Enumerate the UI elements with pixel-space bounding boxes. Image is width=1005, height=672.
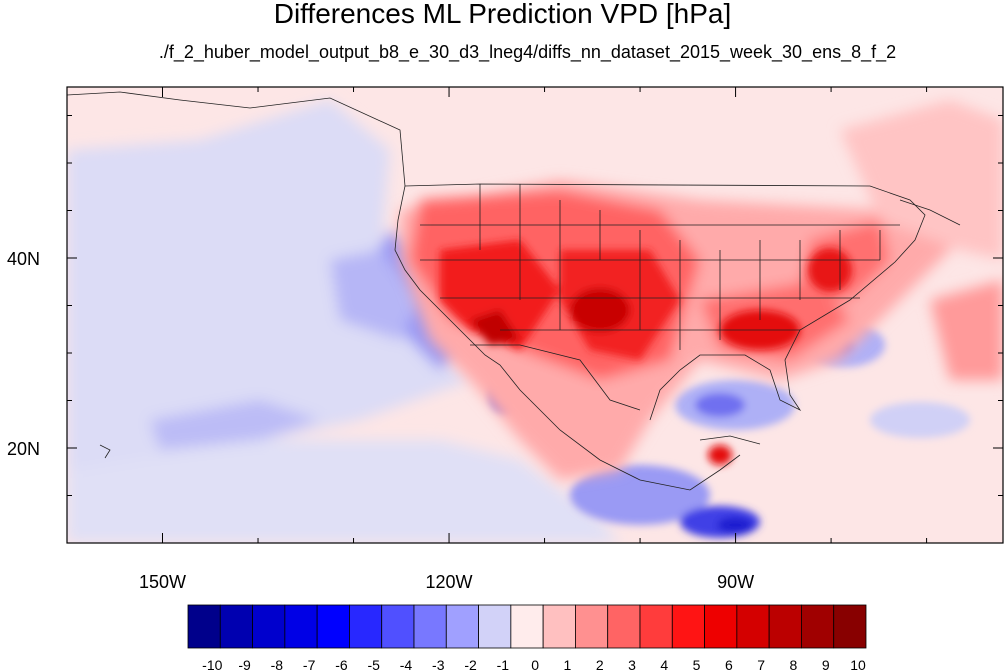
colorbar-label: -6 <box>335 657 348 672</box>
colorbar-box <box>349 604 383 649</box>
colorbar-box <box>219 604 253 649</box>
colorbar-box <box>252 604 286 649</box>
map-frame <box>66 86 1004 544</box>
colorbar-box <box>413 604 447 649</box>
colorbar-box <box>639 604 673 649</box>
us-east-gulf-coast <box>404 183 926 421</box>
colorbar-label: 5 <box>693 657 701 672</box>
colorbar-box <box>510 604 544 649</box>
axis-tick-labels: 150W 120W 90W 40N 20N <box>7 249 754 592</box>
colorbar-box <box>445 604 479 649</box>
lon-tick-label: 150W <box>139 572 186 592</box>
canada-alaska-coast <box>67 91 406 187</box>
colorbar-label: 10 <box>850 657 866 672</box>
colorbar-box <box>284 604 318 649</box>
colorbar-label: -5 <box>367 657 380 672</box>
colorbar-label: -1 <box>497 657 510 672</box>
colorbar-box <box>187 604 221 649</box>
colorbar-box <box>736 604 770 649</box>
colorbar: -10 -9 -8 -7 -6 -5 -4 -3 -2 -1 0 1 2 3 4 5 6 7 8 9 10 <box>187 604 867 672</box>
colorbar-label: 9 <box>822 657 830 672</box>
colorbar-box <box>833 604 867 649</box>
coastlines-and-borders <box>67 91 961 491</box>
us-mexico-border <box>470 344 641 411</box>
lat-tick-label: 20N <box>7 439 40 459</box>
colorbar-label: -3 <box>432 657 445 672</box>
mexico-coast <box>529 399 741 491</box>
colorbar-box <box>704 604 738 649</box>
colorbar-label: 3 <box>628 657 636 672</box>
colorbar-label: 4 <box>660 657 668 672</box>
colorbar-box <box>671 604 705 649</box>
colorbar-box <box>768 604 802 649</box>
lat-tick-label: 40N <box>7 249 40 269</box>
colorbar-label: -2 <box>464 657 477 672</box>
colorbar-label: 8 <box>790 657 798 672</box>
colorbar-label: -9 <box>238 657 251 672</box>
lon-tick-label: 120W <box>426 572 473 592</box>
colorbar-label: 0 <box>531 657 539 672</box>
colorbar-box <box>316 604 350 649</box>
colorbar-box <box>801 604 835 649</box>
vpd-contour-field <box>67 100 1003 543</box>
axis-ticks <box>66 87 1003 543</box>
positive-core-southwest <box>440 240 852 465</box>
colorbar-label: 2 <box>596 657 604 672</box>
colorbar-label: 6 <box>725 657 733 672</box>
colorbar-box <box>575 604 609 649</box>
colorbar-label: -8 <box>271 657 284 672</box>
state-borders-ew <box>420 224 900 331</box>
colorbar-box <box>607 604 641 649</box>
colorbar-box <box>542 604 576 649</box>
colorbar-label: 1 <box>564 657 572 672</box>
page-title: Differences ML Prediction VPD [hPa] <box>273 0 732 29</box>
lon-tick-label: 90W <box>717 572 754 592</box>
colorbar-label: -7 <box>303 657 316 672</box>
file-path-subtitle: ./f_2_huber_model_output_b8_e_30_d3_lneg… <box>158 42 897 62</box>
hawaii-islands <box>99 444 111 459</box>
colorbar-label: -10 <box>202 657 222 672</box>
maritime-coast <box>899 199 961 226</box>
colorbar-label: -4 <box>400 657 413 672</box>
us-west-coast <box>394 185 531 401</box>
colorbar-box <box>478 604 512 649</box>
colorbar-label: 7 <box>757 657 765 672</box>
cuba-coast <box>699 435 761 445</box>
colorbar-box <box>381 604 415 649</box>
